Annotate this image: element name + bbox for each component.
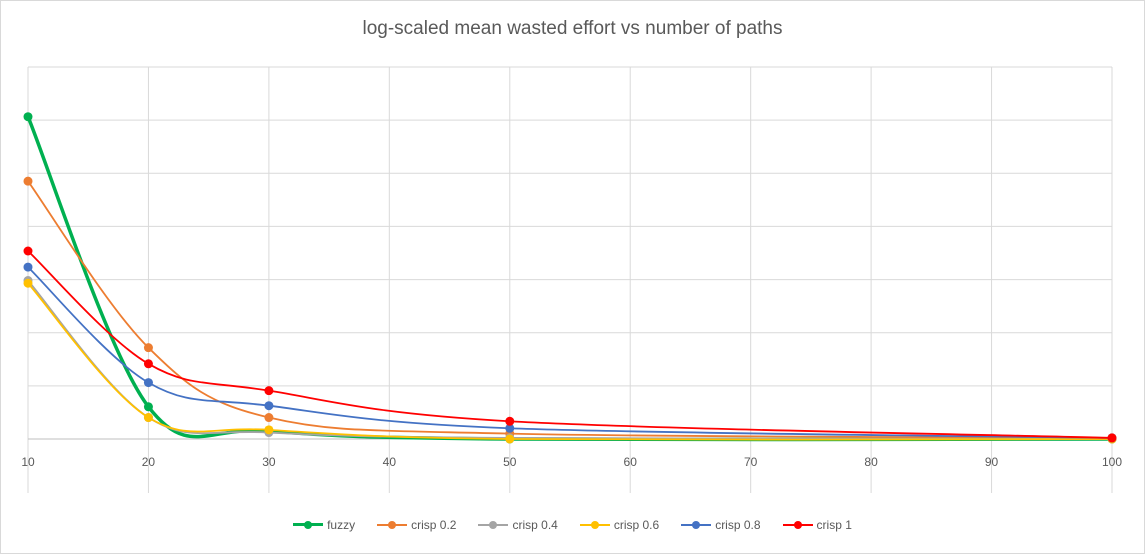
data-point <box>143 402 153 412</box>
legend-label: crisp 0.2 <box>411 518 457 532</box>
data-point <box>1107 433 1117 443</box>
legend: fuzzy crisp 0.2 crisp 0.4 crisp 0.6 crisp 0.… <box>0 518 1145 532</box>
data-point <box>264 401 274 411</box>
data-point <box>143 413 153 423</box>
legend-entry: crisp 0.4 <box>478 518 558 532</box>
x-tick-label: 10 <box>21 455 35 469</box>
series-crisp-0_2 <box>23 176 1117 443</box>
x-tick-label: 100 <box>1102 455 1122 469</box>
data-point <box>264 386 274 396</box>
series-crisp-0_8 <box>23 262 1117 443</box>
data-point <box>143 359 153 369</box>
x-tick-labels: 10 20 30 40 50 60 70 80 90 100 <box>21 455 1122 469</box>
legend-swatch <box>377 520 408 530</box>
series-line <box>27 250 1113 439</box>
legend-label: crisp 0.8 <box>715 518 761 532</box>
series-line <box>27 180 1113 439</box>
data-point <box>505 416 515 426</box>
series-crisp-1 <box>23 246 1117 443</box>
data-point <box>505 423 515 433</box>
gridlines <box>27 66 1113 493</box>
series-line <box>27 279 1113 440</box>
data-point <box>264 425 274 435</box>
data-point <box>23 112 33 122</box>
x-tick-label: 90 <box>985 455 999 469</box>
series-lines <box>23 112 1117 444</box>
series-crisp-0_6 <box>23 278 1117 444</box>
series-fuzzy <box>23 112 1117 444</box>
series-line <box>26 116 1113 442</box>
legend-entry: crisp 0.8 <box>681 518 761 532</box>
legend-swatch <box>478 520 509 530</box>
legend-swatch <box>579 520 610 530</box>
data-point <box>505 434 515 444</box>
legend-swatch <box>293 520 324 530</box>
x-tick-label: 80 <box>864 455 878 469</box>
x-tick-label: 20 <box>142 455 156 469</box>
legend-entry: fuzzy <box>293 518 355 532</box>
data-point <box>23 176 33 186</box>
data-point <box>23 262 33 272</box>
legend-entry: crisp 0.2 <box>377 518 456 532</box>
legend-label: crisp 0.6 <box>613 518 660 532</box>
series-line <box>27 282 1113 441</box>
x-tick-label: 50 <box>503 455 517 469</box>
data-point <box>23 246 33 256</box>
data-point <box>143 343 153 353</box>
x-tick-label: 30 <box>262 455 276 469</box>
series-crisp-0_4 <box>23 276 1117 444</box>
legend-entry: crisp 0.6 <box>579 518 660 532</box>
x-tick-label: 60 <box>624 455 638 469</box>
chart-title: log-scaled mean wasted effort vs number … <box>362 18 783 39</box>
legend-label: fuzzy <box>327 518 356 532</box>
legend-swatch <box>681 520 712 530</box>
legend-swatch <box>782 520 813 530</box>
legend-label: crisp 1 <box>816 518 852 532</box>
data-point <box>264 413 274 423</box>
legend-label: crisp 0.4 <box>512 518 558 532</box>
data-point <box>143 378 153 388</box>
legend-entry: crisp 1 <box>782 518 852 532</box>
series-line <box>27 266 1113 439</box>
x-tick-label: 40 <box>383 455 397 469</box>
x-tick-label: 70 <box>744 455 758 469</box>
data-point <box>23 278 33 288</box>
